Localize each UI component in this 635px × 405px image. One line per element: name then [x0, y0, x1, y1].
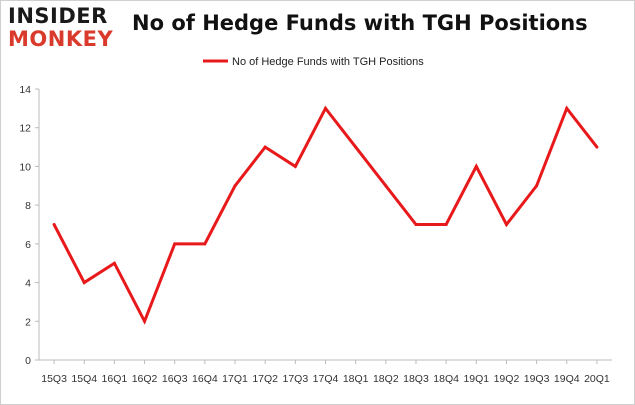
- data-point: [384, 184, 388, 188]
- logo-line-2: MONKEY: [8, 27, 114, 51]
- series-group: [52, 105, 599, 325]
- x-tick-label: 19Q4: [554, 373, 580, 385]
- x-tick-label: 16Q2: [132, 373, 158, 385]
- data-point: [263, 145, 267, 149]
- data-point: [173, 242, 177, 246]
- x-tick-label: 17Q2: [252, 373, 278, 385]
- x-tick-label: 19Q1: [463, 373, 489, 385]
- data-point: [354, 145, 358, 149]
- data-point: [233, 184, 237, 188]
- insider-monkey-logo: INSIDER MONKEY: [8, 6, 120, 50]
- x-tick-label: 16Q1: [102, 373, 128, 385]
- x-tick-label: 18Q3: [403, 373, 429, 385]
- data-point: [474, 164, 478, 168]
- x-tick-label: 17Q1: [222, 373, 248, 385]
- y-tick-label: 2: [25, 316, 31, 328]
- x-tick-label: 18Q4: [433, 373, 459, 385]
- data-point: [52, 223, 56, 226]
- data-point: [414, 223, 418, 226]
- data-point: [535, 184, 539, 188]
- y-tick-label: 6: [25, 239, 31, 251]
- data-point: [82, 281, 86, 285]
- data-point: [595, 145, 599, 149]
- x-tick-label: 18Q2: [373, 373, 399, 385]
- x-tick-label: 15Q4: [71, 373, 97, 385]
- x-tick-label: 16Q3: [162, 373, 188, 385]
- data-point: [444, 223, 448, 226]
- series-line: [52, 105, 599, 325]
- x-tick-label: 15Q3: [41, 373, 67, 385]
- axes: [35, 88, 612, 364]
- x-tick-labels: 15Q3 15Q4 16Q1 16Q2 16Q3 16Q4 17Q1 17Q2 17Q3 17Q4…: [41, 373, 610, 385]
- x-tick-label: 19Q2: [494, 373, 520, 385]
- y-tick-label: 12: [19, 123, 31, 135]
- data-point: [112, 261, 116, 265]
- x-tick-label: 20Q1: [584, 373, 610, 385]
- data-point: [504, 223, 508, 226]
- x-tick-label: 19Q3: [524, 373, 550, 385]
- x-tick-label: 18Q1: [343, 373, 369, 385]
- data-point: [143, 319, 147, 323]
- y-tick-labels: 0 2 4 6 8 10 12 14: [19, 84, 31, 367]
- y-tick-label: 8: [25, 200, 31, 212]
- chart-title: No of Hedge Funds with TGH Positions: [132, 11, 588, 35]
- data-point: [203, 242, 207, 246]
- y-tick-label: 0: [25, 355, 31, 367]
- data-point: [293, 164, 297, 168]
- x-tick-label: 16Q4: [192, 373, 218, 385]
- x-tick-label: 17Q3: [282, 373, 308, 385]
- data-point: [324, 106, 327, 110]
- y-tick-label: 4: [25, 278, 31, 290]
- y-tick-label: 14: [19, 84, 31, 96]
- y-tick-label: 10: [19, 161, 31, 173]
- x-tick-label: 17Q4: [313, 373, 339, 385]
- logo-line-1: INSIDER: [8, 4, 108, 28]
- legend: No of Hedge Funds with TGH Positions: [203, 56, 424, 68]
- data-point: [565, 106, 569, 110]
- legend-label: No of Hedge Funds with TGH Positions: [232, 56, 424, 68]
